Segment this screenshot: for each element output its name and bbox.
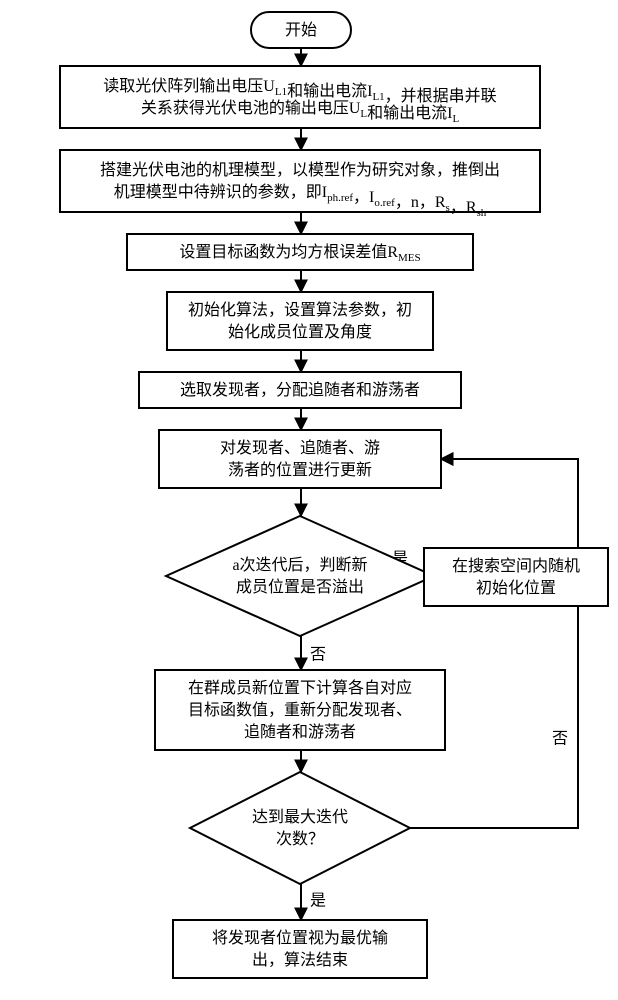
node-output: 将发现者位置视为最优输出，算法结束 [173,920,427,978]
svg-text:是: 是 [310,893,326,910]
edge-diamond2-update: 否 [410,459,578,828]
svg-text:否: 否 [310,647,326,664]
svg-text:荡者的位置进行更新: 荡者的位置进行更新 [228,461,372,479]
svg-text:搭建光伏电池的机理模型，以模型作为研究对象，推倒出: 搭建光伏电池的机理模型，以模型作为研究对象，推倒出 [100,161,500,179]
svg-text:次数？: 次数？ [276,830,324,848]
svg-text:a次迭代后，判断新: a次迭代后，判断新 [232,556,367,574]
svg-text:在搜索空间内随机: 在搜索空间内随机 [452,557,580,575]
svg-text:设置目标函数为均方根误差值RMES: 设置目标函数为均方根误差值RMES [179,243,420,264]
node-recalc: 在群成员新位置下计算各自对应目标函数值，重新分配发现者、追随者和游荡者 [155,670,445,750]
svg-text:初始化算法，设置算法参数，初: 初始化算法，设置算法参数，初 [188,300,412,319]
edge-diamond2-output: 是 [301,884,326,920]
node-read: 读取光伏阵列输出电压UL1和输出电流IL1，并根据串并联关系获得光伏电池的输出电… [60,66,540,128]
node-start: 开始 [251,12,351,48]
node-diamond1: a次迭代后，判断新成员位置是否溢出 [166,516,434,636]
svg-text:目标函数值，重新分配发现者、: 目标函数值，重新分配发现者、 [188,701,412,719]
node-init: 初始化算法，设置算法参数，初始化成员位置及角度 [167,292,433,350]
node-update: 对发现者、追随者、游荡者的位置进行更新 [159,430,441,488]
svg-text:始化成员位置及角度: 始化成员位置及角度 [228,323,372,341]
svg-text:对发现者、追随者、游: 对发现者、追随者、游 [220,439,380,457]
svg-text:在群成员新位置下计算各自对应: 在群成员新位置下计算各自对应 [188,678,412,697]
node-select: 选取发现者，分配追随者和游荡者 [139,372,461,408]
svg-text:出，算法结束: 出，算法结束 [252,950,348,969]
svg-text:否: 否 [552,731,568,748]
node-model: 搭建光伏电池的机理模型，以模型作为研究对象，推倒出机理模型中待辨识的参数，即Ip… [60,150,540,219]
svg-text:成员位置是否溢出: 成员位置是否溢出 [236,578,364,596]
edge-randinit-update [441,459,578,548]
svg-text:选取发现者，分配追随者和游荡者: 选取发现者，分配追随者和游荡者 [180,381,420,399]
svg-text:开始: 开始 [285,21,317,39]
node-obj: 设置目标函数为均方根误差值RMES [127,234,473,270]
svg-text:达到最大迭代: 达到最大迭代 [252,808,348,826]
svg-text:初始化位置: 初始化位置 [476,579,556,597]
svg-text:追随者和游荡者: 追随者和游荡者 [244,723,356,741]
flowchart-canvas: 是否否是 开始读取光伏阵列输出电压UL1和输出电流IL1，并根据串并联关系获得光… [0,0,618,1000]
node-randinit: 在搜索空间内随机初始化位置 [424,548,608,606]
svg-text:将发现者位置视为最优输: 将发现者位置视为最优输 [212,929,388,947]
node-diamond2: 达到最大迭代次数？ [190,772,410,884]
edge-diamond1-recalc: 否 [301,636,326,670]
